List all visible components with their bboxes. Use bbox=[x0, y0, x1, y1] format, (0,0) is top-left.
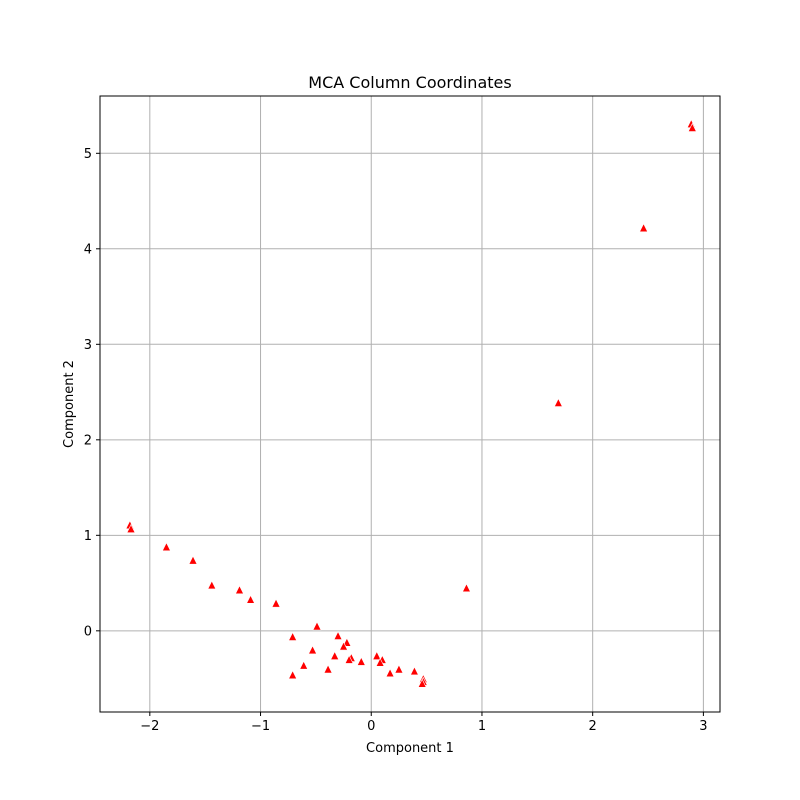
data-point bbox=[417, 678, 427, 688]
grid-lines bbox=[100, 96, 720, 712]
data-point bbox=[207, 580, 217, 590]
y-tick-label: 3 bbox=[84, 338, 92, 353]
data-point bbox=[553, 397, 563, 407]
data-point bbox=[271, 598, 281, 608]
y-tick-label: 0 bbox=[84, 624, 92, 639]
y-tick-label: 4 bbox=[84, 242, 92, 257]
y-tick-label: 2 bbox=[84, 433, 92, 448]
x-tick-label: 2 bbox=[589, 719, 597, 734]
x-axis-ticks: −2 −1 0 1 2 3 bbox=[140, 712, 708, 734]
x-tick-label: 3 bbox=[699, 719, 707, 734]
x-tick-label: −2 bbox=[140, 719, 159, 734]
data-point bbox=[235, 585, 244, 595]
data-point bbox=[308, 645, 318, 655]
data-point bbox=[246, 594, 256, 604]
data-point bbox=[288, 631, 298, 641]
x-tick-label: 0 bbox=[367, 719, 375, 734]
data-point bbox=[375, 657, 385, 667]
data-points bbox=[125, 119, 697, 688]
chart-title: MCA Column Coordinates bbox=[308, 73, 511, 92]
data-point bbox=[330, 650, 340, 660]
x-tick-label: −1 bbox=[251, 719, 270, 734]
data-point bbox=[372, 650, 382, 660]
data-point bbox=[161, 542, 171, 552]
data-point bbox=[126, 523, 136, 533]
data-point bbox=[461, 583, 471, 593]
data-point bbox=[288, 670, 298, 680]
data-point bbox=[394, 664, 404, 674]
data-point bbox=[409, 666, 419, 676]
y-axis-label: Component 2 bbox=[62, 360, 77, 448]
data-point bbox=[687, 122, 697, 132]
y-tick-label: 5 bbox=[84, 147, 92, 162]
data-point bbox=[312, 621, 322, 631]
x-axis-label: Component 1 bbox=[366, 741, 454, 756]
data-point bbox=[188, 555, 198, 565]
data-point bbox=[356, 656, 366, 666]
x-tick-label: 1 bbox=[478, 719, 486, 734]
y-axis-ticks: 0 1 2 3 4 5 bbox=[84, 147, 100, 639]
y-tick-label: 1 bbox=[84, 529, 92, 544]
data-point bbox=[333, 630, 343, 640]
plot-frame bbox=[99, 95, 721, 713]
data-point bbox=[339, 641, 349, 651]
data-point bbox=[323, 664, 333, 674]
data-point bbox=[639, 223, 649, 233]
data-point bbox=[299, 660, 309, 670]
data-point bbox=[385, 668, 395, 678]
data-point bbox=[344, 654, 354, 664]
